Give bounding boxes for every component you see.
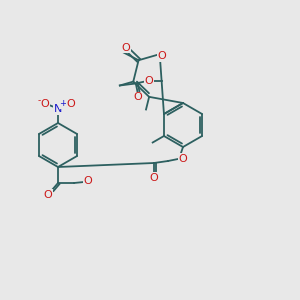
Text: O: O [44,190,52,200]
Text: -: - [38,97,40,106]
Text: O: O [150,173,158,183]
Text: O: O [67,99,75,109]
Text: O: O [178,154,188,164]
Text: O: O [145,76,153,86]
Text: +: + [59,100,67,109]
Text: O: O [121,43,130,53]
Text: O: O [157,51,166,61]
Text: O: O [40,99,50,109]
Text: N: N [54,104,62,114]
Text: O: O [84,176,92,186]
Text: O: O [134,92,142,103]
